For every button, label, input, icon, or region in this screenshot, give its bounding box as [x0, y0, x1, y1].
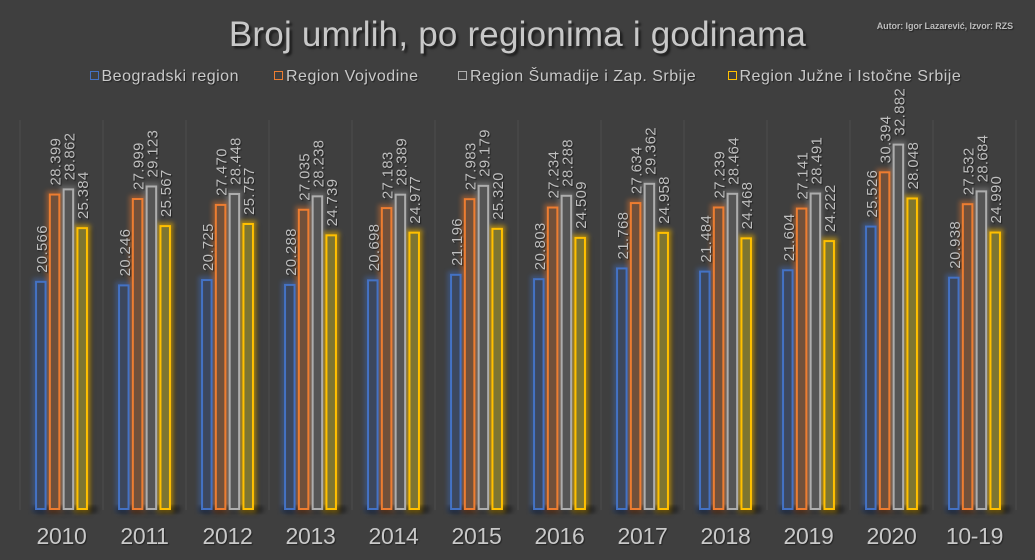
svg-text:27.470: 27.470: [214, 148, 231, 196]
svg-text:24.977: 24.977: [407, 176, 424, 224]
svg-text:20.288: 20.288: [283, 228, 300, 276]
svg-text:20.725: 20.725: [200, 223, 217, 271]
svg-text:21.768: 21.768: [615, 212, 632, 260]
svg-text:2017: 2017: [618, 523, 668, 549]
svg-text:27.183: 27.183: [380, 151, 397, 199]
svg-text:20.938: 20.938: [947, 221, 964, 269]
svg-text:2014: 2014: [369, 523, 419, 549]
svg-text:25.526: 25.526: [864, 170, 881, 218]
svg-text:27.999: 27.999: [131, 142, 148, 190]
svg-text:30.394: 30.394: [878, 116, 895, 164]
svg-text:28.684: 28.684: [974, 135, 991, 183]
svg-text:28.448: 28.448: [227, 137, 244, 185]
svg-text:20.698: 20.698: [366, 224, 383, 272]
svg-text:2011: 2011: [120, 523, 168, 549]
svg-text:2013: 2013: [286, 523, 336, 549]
svg-text:28.491: 28.491: [808, 137, 825, 185]
svg-text:27.234: 27.234: [546, 151, 563, 199]
svg-text:28.048: 28.048: [905, 142, 922, 190]
svg-text:27.532: 27.532: [961, 148, 978, 196]
svg-text:27.141: 27.141: [795, 152, 812, 200]
svg-text:2012: 2012: [203, 523, 253, 549]
svg-text:27.035: 27.035: [297, 153, 314, 201]
svg-text:2020: 2020: [867, 523, 917, 549]
svg-text:2010: 2010: [37, 523, 87, 549]
svg-text:24.958: 24.958: [656, 176, 673, 224]
svg-text:2019: 2019: [784, 523, 834, 549]
svg-text:24.222: 24.222: [822, 184, 839, 232]
svg-text:21.484: 21.484: [698, 215, 715, 263]
svg-text:21.196: 21.196: [449, 218, 466, 266]
svg-text:2016: 2016: [535, 523, 585, 549]
svg-text:25.384: 25.384: [75, 171, 92, 219]
svg-text:20.246: 20.246: [117, 229, 134, 277]
svg-text:27.983: 27.983: [463, 143, 480, 191]
svg-text:24.468: 24.468: [739, 182, 756, 230]
svg-text:20.803: 20.803: [532, 223, 549, 271]
svg-text:21.604: 21.604: [781, 214, 798, 262]
svg-text:28.288: 28.288: [559, 139, 576, 187]
svg-text:20.566: 20.566: [34, 225, 51, 273]
svg-text:28.389: 28.389: [393, 138, 410, 186]
svg-text:28.238: 28.238: [310, 140, 327, 188]
svg-text:27.634: 27.634: [629, 146, 646, 194]
svg-text:27.239: 27.239: [712, 151, 729, 199]
svg-text:25.567: 25.567: [158, 169, 175, 217]
svg-text:28.399: 28.399: [48, 138, 65, 186]
svg-text:25.757: 25.757: [241, 167, 258, 215]
svg-text:2015: 2015: [452, 523, 502, 549]
svg-text:28.862: 28.862: [61, 133, 78, 181]
svg-text:24.509: 24.509: [573, 181, 590, 229]
svg-text:24.739: 24.739: [324, 179, 341, 227]
svg-text:10-19: 10-19: [946, 523, 1003, 549]
svg-text:29.123: 29.123: [144, 130, 161, 178]
svg-text:29.179: 29.179: [476, 129, 493, 177]
svg-text:28.464: 28.464: [725, 137, 742, 185]
svg-text:24.990: 24.990: [988, 176, 1005, 224]
svg-text:2018: 2018: [701, 523, 751, 549]
svg-text:32.882: 32.882: [891, 88, 908, 136]
svg-text:25.320: 25.320: [490, 172, 507, 220]
svg-text:29.362: 29.362: [642, 127, 659, 175]
